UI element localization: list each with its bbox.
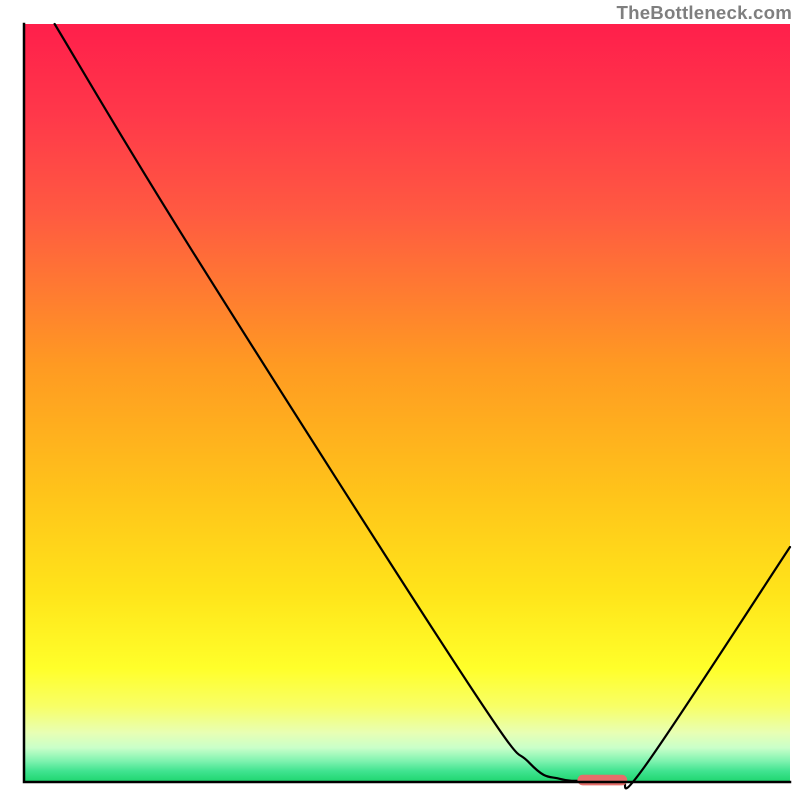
watermark-label: TheBottleneck.com <box>617 2 793 24</box>
bottleneck-curve-chart <box>0 0 800 800</box>
chart-stage: TheBottleneck.com <box>0 0 800 800</box>
optimal-range-marker <box>577 775 627 786</box>
plot-background <box>24 24 790 782</box>
